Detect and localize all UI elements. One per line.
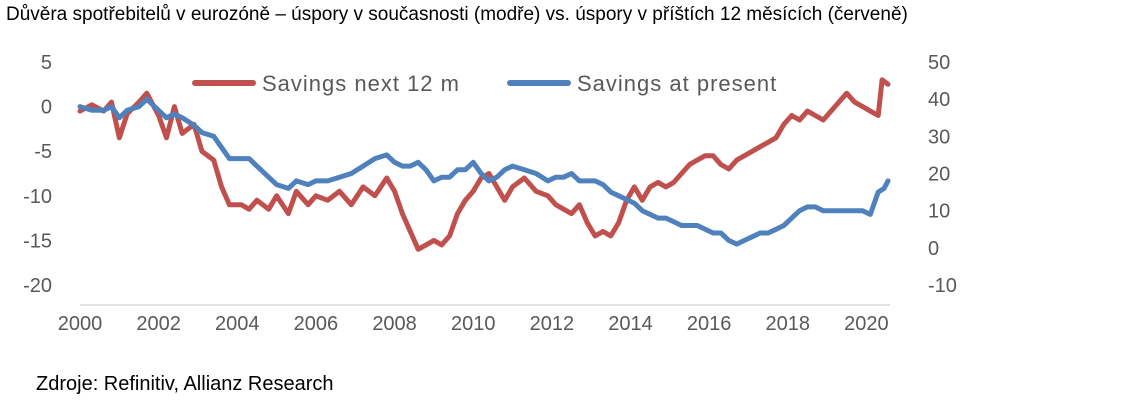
left-y-tick-label: -20 [23, 275, 52, 297]
series-line-savings-next-12m [77, 77, 891, 252]
x-tick-label: 2020 [844, 313, 889, 335]
series-layer [77, 77, 891, 252]
x-tick-label: 2008 [372, 313, 417, 335]
left-y-tick-label: -10 [23, 186, 52, 208]
x-tick-label: 2006 [294, 313, 339, 335]
chart-legend: Savings next 12 m Savings at present [192, 71, 777, 96]
x-tick-label: 2002 [136, 313, 181, 335]
right-y-tick-label: 20 [928, 164, 950, 186]
x-tick-label: 2012 [530, 313, 575, 335]
x-tick-label: 2004 [215, 313, 260, 335]
x-tick-label: 2010 [451, 313, 496, 335]
legend-label: Savings next 12 m [262, 71, 460, 96]
left-y-tick-label: 5 [41, 52, 52, 74]
left-y-tick-label: -15 [23, 230, 52, 252]
x-axis: 2000 2002 2004 2006 2008 2010 2012 2014 2016 2018… [58, 313, 889, 335]
right-y-tick-label: 30 [928, 126, 950, 148]
source-note: Zdroje: Refinitiv, Allianz Research [36, 373, 334, 395]
chart-title: Důvěra spotřebitelů v eurozóně – úspory … [6, 4, 908, 25]
left-y-tick-label: 0 [41, 97, 52, 119]
left-y-axis: 5 0 -5 -10 -15 -20 [23, 52, 52, 297]
right-y-tick-label: 40 [928, 89, 950, 111]
x-tick-label: 2016 [687, 313, 732, 335]
legend-label: Savings at present [577, 71, 777, 96]
right-y-axis: 50 40 30 20 10 0 -10 [928, 52, 957, 297]
series-line-savings-at-present [77, 96, 891, 247]
x-tick-label: 2014 [608, 313, 653, 335]
x-tick-label: 2000 [58, 313, 103, 335]
right-y-tick-label: 0 [928, 238, 939, 260]
right-y-tick-label: 50 [928, 52, 950, 74]
right-y-tick-label: -10 [928, 275, 957, 297]
left-y-tick-label: -5 [34, 141, 52, 163]
x-tick-label: 2018 [766, 313, 811, 335]
right-y-tick-label: 10 [928, 201, 950, 223]
